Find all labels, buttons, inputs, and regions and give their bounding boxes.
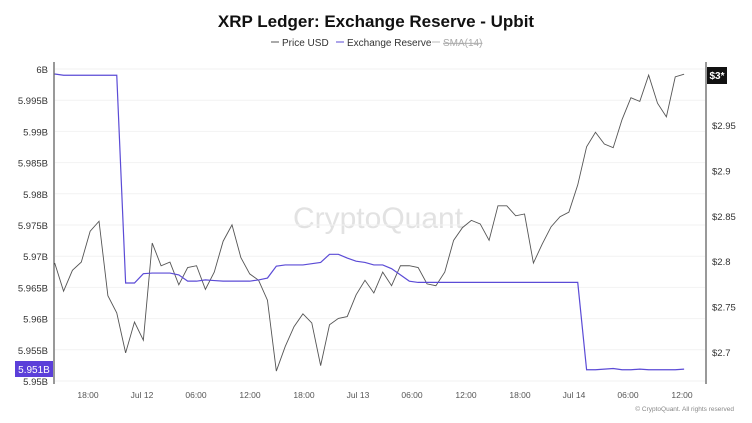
x-tick-label: 12:00: [455, 390, 477, 400]
x-tick-label: 18:00: [77, 390, 99, 400]
left-tick-label: 5.95B: [23, 377, 48, 388]
right-tick-label: $2.8: [712, 257, 731, 268]
legend-price[interactable]: Price USD: [282, 38, 329, 49]
x-tick-label: Jul 13: [347, 390, 370, 400]
left-tick-label: 5.995B: [18, 96, 48, 107]
x-tick-label: 12:00: [239, 390, 261, 400]
right-tick-label: $2.95: [712, 121, 736, 132]
current-price-label: $3*: [707, 67, 727, 84]
left-tick-label: 5.98B: [23, 190, 48, 201]
x-tick-label: 06:00: [185, 390, 207, 400]
legend-reserve[interactable]: Exchange Reserve: [347, 38, 432, 49]
watermark: CryptoQuant: [293, 202, 464, 235]
svg-text:5.951B: 5.951B: [18, 365, 50, 376]
right-tick-label: $2.9: [712, 166, 731, 177]
left-tick-label: 5.97B: [23, 252, 48, 263]
x-tick-label: 06:00: [617, 390, 639, 400]
svg-text:$3*: $3*: [709, 71, 724, 82]
footer-copyright: © CryptoQuant. All rights reserved: [635, 405, 734, 413]
current-reserve-label: 5.951B: [15, 361, 53, 377]
x-tick-label: 06:00: [401, 390, 423, 400]
left-tick-label: 5.96B: [23, 315, 48, 326]
x-tick-label: Jul 14: [563, 390, 586, 400]
x-tick-label: 18:00: [509, 390, 531, 400]
price-usd-line: [54, 73, 685, 372]
chart-title: XRP Ledger: Exchange Reserve - Upbit: [218, 12, 535, 31]
left-tick-label: 5.985B: [18, 159, 48, 170]
left-tick-label: 6B: [36, 65, 48, 76]
exchange-reserve-line: [54, 73, 685, 371]
x-tick-label: 18:00: [293, 390, 315, 400]
right-tick-label: $2.85: [712, 212, 736, 223]
legend-sma[interactable]: SMA(14): [443, 38, 482, 49]
left-tick-label: 5.99B: [23, 127, 48, 138]
legend: Price USD Exchange Reserve SMA(14): [271, 38, 482, 49]
x-tick-label: Jul 12: [131, 390, 154, 400]
x-tick-label: 12:00: [671, 390, 693, 400]
left-tick-label: 5.965B: [18, 283, 48, 294]
right-tick-label: $2.75: [712, 303, 736, 314]
right-tick-label: $2.7: [712, 348, 731, 359]
left-tick-label: 5.975B: [18, 221, 48, 232]
left-tick-label: 5.955B: [18, 346, 48, 357]
